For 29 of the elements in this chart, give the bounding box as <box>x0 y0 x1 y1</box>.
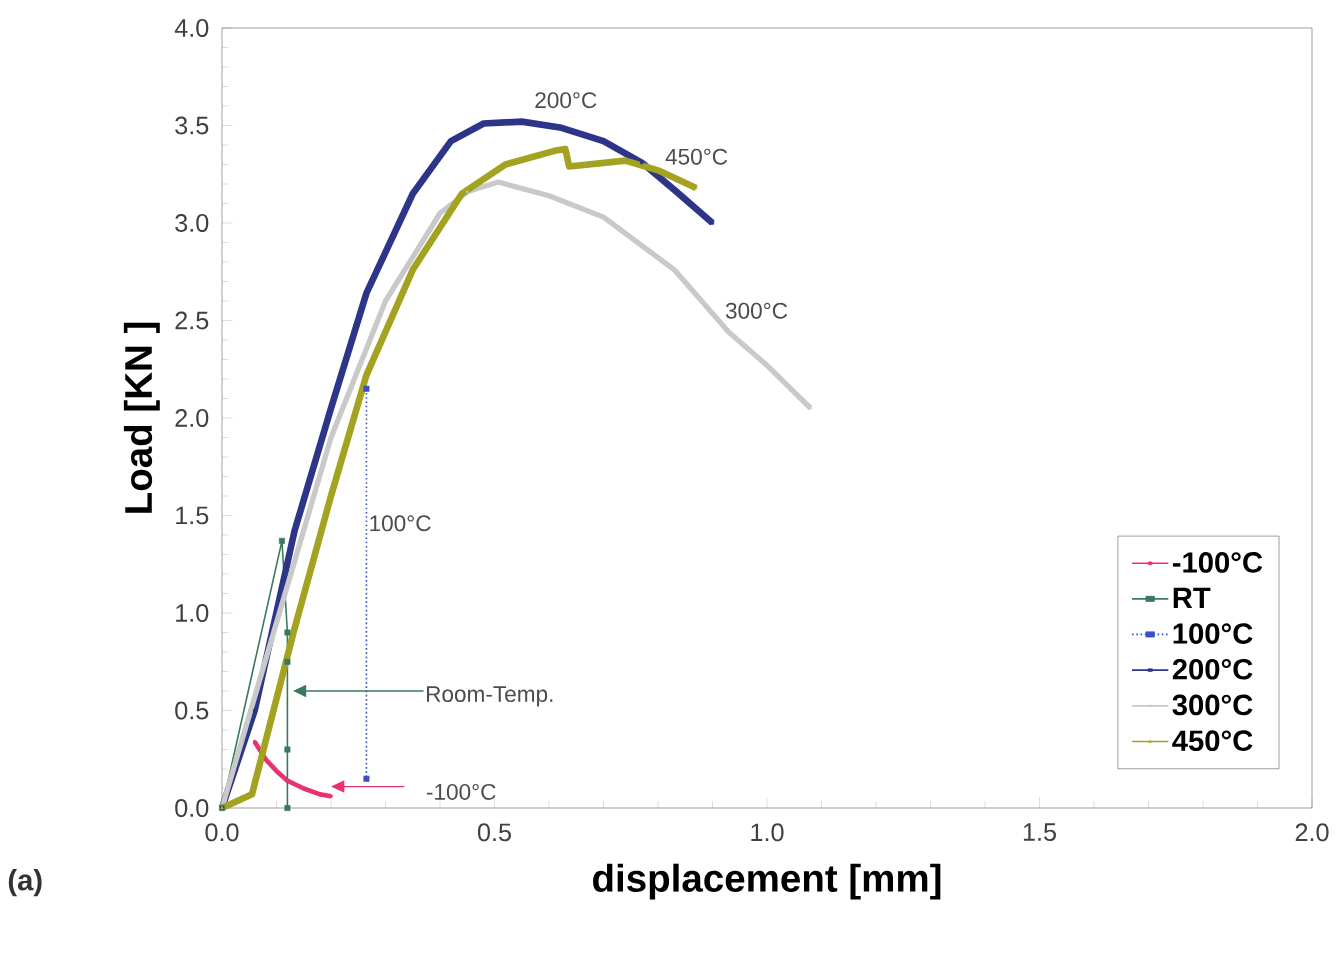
x-axis-title: displacement [mm] <box>593 863 941 900</box>
annotation: -100°C <box>426 783 496 800</box>
legend-label: 450°C <box>1172 730 1253 752</box>
text: (a) <box>8 869 42 897</box>
x-tick-label: 2.0 <box>1295 823 1329 842</box>
annotation: 450°C <box>665 148 728 165</box>
legend-label: 300°C <box>1172 694 1253 716</box>
annotation: Room-Temp. <box>426 686 553 707</box>
legend-label: 200°C <box>1172 658 1253 680</box>
y-axis-title: Load [KN ] <box>123 322 160 513</box>
x-tick-label: 0.0 <box>205 823 239 842</box>
y-tick-label: 1.0 <box>176 604 209 622</box>
legend-label: -100°C <box>1172 552 1263 573</box>
y-tick-label: 1.5 <box>176 506 209 525</box>
legend-label: RT <box>1173 587 1211 608</box>
annotation: 200°C <box>535 92 597 109</box>
x-tick-label: 0.5 <box>477 823 511 842</box>
annotation: 100°C <box>370 515 431 532</box>
x-tick-label: 1.0 <box>751 823 784 842</box>
y-tick-label: 2.5 <box>175 311 209 330</box>
y-tick-label: 2.0 <box>175 409 209 427</box>
y-tick-label: 3.5 <box>175 116 209 135</box>
annotation: 300°C <box>725 302 788 319</box>
x-tick-label: 1.5 <box>1023 823 1056 841</box>
y-tick-label: 0.5 <box>175 701 209 720</box>
y-tick-label: 0.0 <box>175 799 209 817</box>
y-tick-label: 4.0 <box>174 19 209 37</box>
y-tick-label: 3.0 <box>175 214 209 232</box>
legend-label: 100°C <box>1173 623 1253 644</box>
